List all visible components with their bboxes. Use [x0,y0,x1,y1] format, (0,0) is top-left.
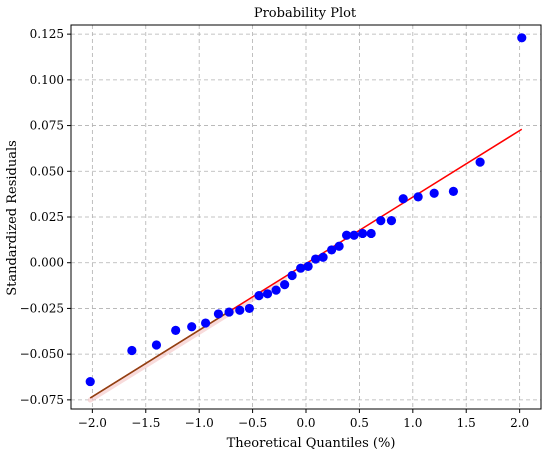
data-point [429,188,439,198]
data-point [244,303,254,314]
y-tick-label: 0.075 [30,119,64,133]
data-point [341,230,352,240]
y-tick-label: −0.075 [20,393,64,407]
y-tick-label: 0.000 [30,256,64,270]
data-point [187,322,197,332]
y-tick-label: 0.100 [30,73,64,87]
data-point [475,157,485,167]
data-point [254,291,264,301]
y-tick-label: 0.025 [30,210,64,224]
x-tick-label: 1.5 [457,416,476,430]
data-point [280,280,290,290]
x-tick-label: 2.0 [510,416,529,430]
x-tick-label: 1.0 [403,416,422,430]
fit-line-overlap [89,312,227,399]
data-point [127,345,137,356]
data-point [200,318,211,328]
data-point [517,33,527,43]
data-point [398,194,408,204]
data-point [366,228,376,239]
grid-lines [71,25,541,409]
x-tick-label: 0.0 [296,416,315,430]
x-tick-label: 0.5 [350,416,369,430]
data-point [296,263,306,273]
data-point [413,192,423,202]
y-tick-label: 0.050 [30,164,64,178]
data-point [303,261,313,271]
y-tick-label: −0.050 [20,347,64,361]
data-point [224,307,234,317]
data-points [85,33,527,387]
data-point [448,186,459,196]
chart-title: Probability Plot [254,6,357,21]
x-tick-label: −1.5 [131,416,160,430]
data-point [327,245,337,255]
data-point [358,228,368,239]
x-tick-label: −1.0 [185,416,214,430]
x-axis-label: Theoretical Quantiles (%) [227,436,396,451]
data-point [171,325,181,335]
x-tick-label: −2.0 [78,416,107,430]
y-axis-ticks: −0.075 −0.050 −0.025 0.000 0.025 0.050 0.075 0.… [20,27,71,407]
data-point [151,340,162,350]
data-point [376,216,386,226]
y-tick-label: −0.025 [20,301,64,315]
data-point [318,252,328,262]
data-point [334,241,344,251]
data-point [262,289,273,299]
data-point [349,230,359,240]
x-axis-ticks: −2.0 −1.5 −1.0 −0.5 0.0 0.5 1.0 1.5 2.0 [78,409,529,430]
data-point [213,309,224,319]
y-axis-label: Standardized Residuals [5,140,20,296]
data-point [85,376,95,387]
x-tick-label: −0.5 [238,416,267,430]
data-point [287,270,297,281]
fit-line-shadow [87,276,288,403]
data-point [235,305,245,315]
data-point [311,254,321,264]
y-tick-label: 0.125 [30,27,64,41]
data-point [386,216,397,226]
data-point [271,285,281,295]
